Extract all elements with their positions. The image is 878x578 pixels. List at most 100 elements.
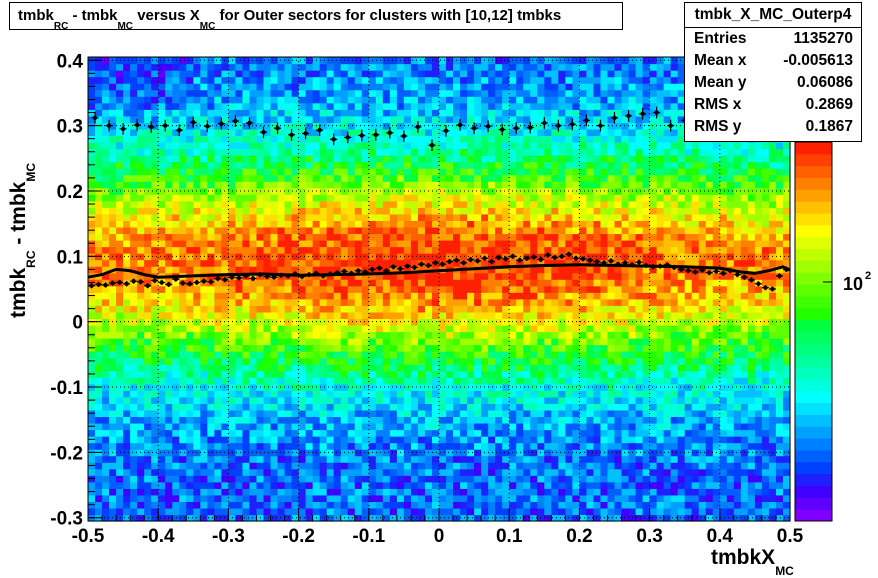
heatmap-cell [516,422,524,431]
heatmap-cell [235,377,244,385]
heatmap-cell [361,161,370,169]
heatmap-cell [116,200,124,208]
heatmap-cell [417,194,426,202]
heatmap-cell [368,70,377,78]
heatmap-cell [109,181,117,189]
heatmap-cell [200,128,208,137]
heatmap-cell [347,390,356,398]
heatmap-cell [270,122,279,130]
heatmap-cell [340,507,349,516]
heatmap-cell [523,168,531,176]
heatmap-cell [158,194,166,202]
heatmap-cell [305,475,314,483]
heatmap-cell [551,220,559,228]
heatmap-cell [291,449,300,457]
heatmap-cell [347,429,356,437]
heatmap-cell [389,507,398,516]
heatmap-cell [179,390,187,398]
heatmap-cell [333,507,342,516]
heatmap-cell [474,422,482,431]
heatmap-cell [270,194,279,202]
heatmap-cell [319,76,328,84]
heatmap-cell [565,279,573,287]
heatmap-cell [431,324,440,333]
heatmap-cell [312,128,321,137]
heatmap-cell [502,514,510,522]
heatmap-cell [137,481,145,489]
heatmap-cell [467,200,475,208]
heatmap-cell [382,63,391,71]
heatmap-cell [396,70,405,78]
heatmap-cell [102,390,110,398]
heatmap-cell [551,390,559,398]
heatmap-cell [263,292,272,300]
heatmap-cell [123,76,131,84]
heatmap-cell [375,311,384,320]
heatmap-cell [256,409,265,418]
heatmap-cell [242,200,251,208]
heatmap-cell [333,259,342,267]
heatmap-cell [446,89,454,97]
heatmap-cell [481,331,489,339]
heatmap-cell [481,89,489,97]
heatmap-cell [95,292,103,300]
heatmap-cell [410,318,419,326]
heatmap-cell [565,207,573,215]
heatmap-cell [242,416,251,424]
heatmap-cell [326,436,335,444]
heatmap-cell [509,200,517,208]
heatmap-cell [495,514,503,522]
heatmap-cell [158,305,166,313]
heatmap-cell [474,135,482,143]
heatmap-cell [375,501,384,509]
heatmap-cell [361,233,370,241]
heatmap-cell [284,63,293,71]
heatmap-cell [537,128,545,137]
heatmap-cell [347,181,356,189]
heatmap-cell [375,141,384,150]
heatmap-cell [263,70,272,78]
heatmap-cell [474,357,482,365]
heatmap-cell [172,357,180,365]
heatmap-cell [530,220,538,228]
heatmap-cell [235,403,244,411]
heatmap-cell [144,442,152,450]
heatmap-cell [137,63,145,71]
heatmap-cell [207,285,215,293]
heatmap-cell [509,324,517,333]
heatmap-cell [277,442,286,450]
heatmap-cell [558,468,566,476]
heatmap-cell [333,298,342,306]
heatmap-cell [186,364,194,372]
heatmap-cell [186,377,194,385]
heatmap-cell [544,239,552,248]
heatmap-cell [256,324,265,333]
heatmap-cell [551,449,559,457]
heatmap-cell [431,233,440,241]
heatmap-cell [214,383,222,391]
heatmap-cell [424,298,433,306]
heatmap-cell [347,115,356,123]
heatmap-cell [214,57,222,65]
heatmap-cell [389,135,398,143]
heatmap-cell [347,200,356,208]
heatmap-cell [130,109,138,117]
heatmap-cell [165,357,173,365]
heatmap-cell [368,468,377,476]
heatmap-cell [474,148,482,156]
heatmap-cell [347,488,356,496]
heatmap-cell [193,383,201,391]
heatmap-cell [410,390,419,398]
heatmap-cell [228,462,237,470]
heatmap-cell [502,390,510,398]
heatmap-cell [410,246,419,254]
heatmap-cell [509,83,517,91]
heatmap-cell [446,148,454,156]
heatmap-cell [263,403,272,411]
heatmap-cell [102,233,110,241]
heatmap-cell [249,168,258,176]
heatmap-cell [453,259,461,267]
heatmap-cell [361,338,370,346]
heatmap-cell [109,370,117,378]
heatmap-cell [544,422,552,431]
